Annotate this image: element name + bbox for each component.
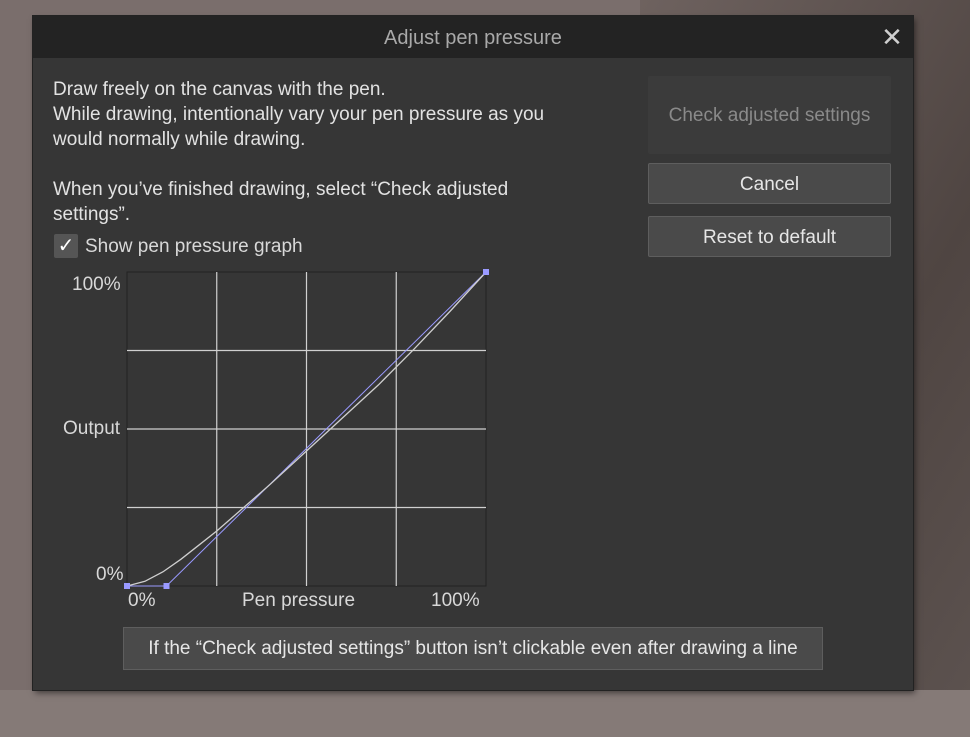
y-tick-100: 100%: [72, 274, 121, 295]
dialog-title: Adjust pen pressure: [384, 27, 562, 49]
canvas-background-bottom: [0, 690, 970, 737]
x-tick-0: 0%: [128, 590, 156, 611]
finish-instructions: When you’ve finished drawing, select “Ch…: [53, 177, 508, 227]
help-button[interactable]: If the “Check adjusted settings” button …: [123, 627, 823, 670]
x-tick-100: 100%: [431, 590, 480, 611]
show-graph-checkbox[interactable]: ✓: [54, 234, 78, 258]
instruction-line: While drawing, intentionally vary your p…: [53, 104, 545, 125]
adjust-pen-pressure-dialog: Adjust pen pressure ✕ Draw freely on the…: [33, 16, 913, 690]
control-point[interactable]: [163, 583, 170, 589]
control-point[interactable]: [483, 269, 489, 275]
instruction-line: When you’ve finished drawing, select “Ch…: [53, 179, 509, 200]
y-axis-label: Output: [63, 418, 121, 439]
instruction-line: settings”.: [53, 204, 131, 225]
check-adjusted-settings-button[interactable]: Check adjusted settings: [648, 76, 891, 154]
dialog-titlebar: Adjust pen pressure ✕: [33, 16, 913, 58]
show-graph-label[interactable]: Show pen pressure graph: [85, 236, 303, 257]
reset-to-default-button[interactable]: Reset to default: [648, 216, 891, 257]
control-point[interactable]: [124, 583, 130, 589]
instruction-line: would normally while drawing.: [53, 129, 306, 150]
pen-pressure-graph[interactable]: [33, 16, 913, 690]
pressure-curve: [126, 271, 487, 587]
instruction-line: Draw freely on the canvas with the pen.: [53, 79, 386, 100]
y-tick-0: 0%: [96, 564, 124, 585]
cancel-button[interactable]: Cancel: [648, 163, 891, 204]
close-icon[interactable]: ✕: [881, 22, 903, 52]
x-axis-label: Pen pressure: [242, 590, 356, 611]
instructions: Draw freely on the canvas with the pen. …: [53, 77, 544, 152]
